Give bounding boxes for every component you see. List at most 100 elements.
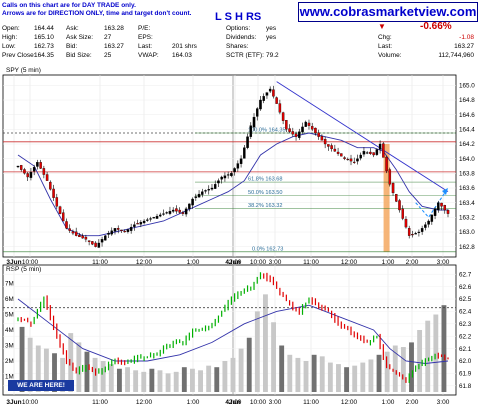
candle-body — [55, 197, 59, 207]
candle-body — [288, 128, 291, 132]
rsp-y-tick-label: 61.8 — [459, 383, 472, 390]
volume-tick-label: 7M — [5, 281, 14, 288]
volume-bar — [108, 364, 114, 392]
x-tick-label: 1:00 — [187, 399, 200, 406]
rsp-y-tick-label: 62.6 — [459, 284, 472, 291]
volume-bar — [295, 357, 301, 392]
candle-body — [395, 194, 398, 202]
stat-label: High: — [2, 34, 18, 41]
candle-body — [171, 209, 175, 212]
fib-level-label: 50.0% 163.50 — [248, 190, 283, 196]
volume-bar — [222, 361, 228, 392]
candle-body — [314, 127, 317, 134]
summary-value: 112,744,960 — [438, 52, 474, 59]
candle-body — [181, 212, 185, 214]
volume-bar — [319, 356, 325, 392]
volume-bar — [214, 367, 220, 392]
candle-body — [378, 143, 382, 150]
x-tick-label: 12:00 — [341, 399, 358, 406]
volume-bar — [19, 326, 25, 392]
candle-body — [168, 211, 172, 214]
volume-bar — [384, 351, 390, 392]
stat-value: 25 — [104, 52, 112, 59]
candle-body — [388, 169, 392, 185]
candle-body — [42, 168, 46, 175]
candle-body — [259, 99, 262, 110]
x-tick-label: 3:00 — [269, 259, 282, 266]
x-tick-label: 3:00 — [437, 259, 450, 266]
candle-body — [29, 171, 33, 178]
candle-body — [113, 228, 117, 232]
stat-label: Bid Size: — [66, 52, 92, 59]
highlight-bar — [383, 144, 390, 252]
y-tick-label: 163.8 — [459, 171, 475, 178]
candle-body — [230, 173, 233, 176]
candle-body — [391, 182, 395, 194]
summary-value: 163.27 — [454, 43, 474, 50]
x-tick-label: 3:00 — [269, 399, 282, 406]
stat-value: 201 shrs — [172, 43, 197, 50]
candle-body — [52, 188, 55, 198]
candle-body — [265, 92, 269, 96]
volume-bar — [263, 294, 268, 392]
volume-bar — [279, 345, 285, 392]
stat-value: 165.10 — [34, 34, 54, 41]
volume-bar — [327, 362, 333, 392]
candle-body — [123, 230, 126, 233]
candle-body — [310, 126, 314, 130]
candle-body — [152, 217, 156, 219]
stat-label: P/E: — [138, 25, 151, 32]
down-arrow-icon: ▼ — [378, 22, 386, 31]
volume-bar — [84, 351, 90, 392]
candle-body — [49, 181, 52, 190]
candle-body — [165, 212, 168, 214]
day-trade-note: Calls on this chart are for DAY TRADE on… — [2, 2, 136, 9]
x-tick-label: 1:00 — [382, 399, 395, 406]
volume-bar — [400, 347, 406, 392]
x-tick-label: 2:00 — [406, 259, 419, 266]
x-tick-label: 3Jun — [6, 399, 21, 406]
candle-body — [307, 122, 311, 126]
candle-body — [333, 148, 337, 152]
direction-note: Arrows are for DIRECTION ONLY, time and … — [2, 10, 192, 17]
candle-body — [223, 175, 227, 179]
candle-body — [346, 158, 350, 161]
candle-body — [62, 212, 65, 222]
volume-tick-label: 5M — [5, 312, 14, 319]
candle-body — [243, 147, 246, 159]
candle-body — [110, 230, 114, 235]
x-tick-label: 10:00 — [22, 399, 39, 406]
candle-body — [39, 162, 42, 169]
candle-body — [175, 208, 178, 212]
x-tick-label: 4Jun — [225, 259, 240, 266]
volume-bar — [336, 364, 341, 392]
candle-body — [91, 241, 94, 245]
candle-body — [220, 176, 223, 180]
candle-body — [19, 165, 23, 170]
candle-body — [58, 206, 62, 214]
stat-label: Prev Close: — [2, 52, 36, 59]
y-tick-label: 162.8 — [459, 244, 475, 251]
y-tick-label: 164.8 — [459, 97, 475, 104]
candle-body — [375, 149, 379, 155]
candle-body — [356, 158, 359, 162]
candle-body — [129, 226, 133, 231]
candle-body — [382, 143, 385, 158]
volume-bar — [303, 361, 309, 392]
candle-body — [139, 222, 143, 225]
candle-body — [32, 167, 36, 172]
x-tick-label: 1:00 — [382, 259, 395, 266]
candle-body — [204, 190, 207, 192]
candle-body — [162, 213, 165, 215]
candle-body — [74, 231, 78, 236]
candle-body — [414, 233, 417, 235]
volume-bar — [141, 371, 147, 392]
candle-body — [362, 151, 366, 155]
candle-body — [197, 193, 201, 198]
candle-body — [16, 165, 20, 168]
volume-bar — [133, 370, 139, 392]
website-banner[interactable]: www.cobrasmarketview.com — [298, 2, 478, 22]
volume-tick-label: 6M — [5, 296, 14, 303]
volume-bar — [376, 354, 382, 392]
y-tick-label: 163.2 — [459, 215, 475, 222]
